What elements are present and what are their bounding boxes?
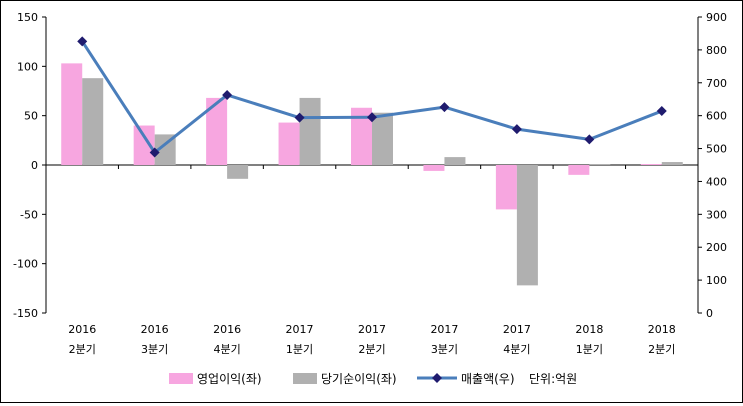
revenue-point: [77, 36, 88, 47]
legend: 영업이익(좌) 당기순이익(좌) 매출액(우) 단위:억원: [169, 372, 577, 386]
legend-label-operating-profit: 영업이익(좌): [197, 372, 262, 386]
category-quarter-label: 3분기: [141, 343, 168, 356]
category-year-label: 2017: [286, 323, 314, 336]
operating-profit-bar: [568, 165, 590, 175]
operating-profit-bar: [495, 165, 517, 210]
legend-swatch-net-income: [293, 373, 317, 384]
category-quarter-label: 4분기: [213, 343, 240, 356]
right-tick-label: 700: [706, 77, 727, 90]
left-tick-label: -50: [20, 208, 38, 221]
revenue-point: [656, 106, 667, 117]
bar-series: [61, 63, 683, 286]
revenue-point: [149, 147, 160, 158]
right-tick-label: 600: [706, 110, 727, 123]
category-year-label: 2017: [358, 323, 386, 336]
right-axis-ticks: 900 800 700 600 500 400 300 200 100 0: [698, 11, 727, 320]
category-quarter-label: 1분기: [286, 343, 313, 356]
category-year-label: 2018: [575, 323, 603, 336]
revenue-point: [511, 124, 522, 135]
legend-label-net-income: 당기순이익(좌): [321, 372, 397, 386]
revenue-point: [222, 89, 233, 100]
operating-profit-bar: [133, 125, 155, 165]
net-income-bar: [372, 112, 393, 165]
net-income-bar: [661, 162, 683, 165]
net-income-bar: [299, 97, 321, 165]
category-year-label: 2016: [141, 323, 169, 336]
category-quarter-label: 2분기: [648, 343, 675, 356]
net-income-bar: [82, 78, 104, 165]
net-income-bar: [516, 165, 538, 286]
left-tick-label: -150: [13, 307, 38, 320]
legend-label-revenue: 매출액(우): [461, 372, 515, 386]
left-tick-label: -100: [13, 258, 38, 271]
operating-profit-bar: [423, 165, 445, 171]
left-tick-label: 0: [31, 159, 38, 172]
revenue-point: [439, 102, 450, 113]
line-series: [77, 36, 667, 158]
right-tick-label: 300: [706, 208, 727, 221]
legend-swatch-revenue-marker: [432, 373, 442, 383]
category-quarter-label: 4분기: [503, 343, 530, 356]
category-quarter-label: 2분기: [69, 343, 96, 356]
category-year-label: 2016: [213, 323, 241, 336]
category-quarter-label: 2분기: [358, 343, 385, 356]
right-tick-label: 900: [706, 11, 727, 24]
net-income-bar: [154, 134, 176, 165]
category-labels: 2016 2분기 2016 3분기 2016 4분기 2017 1분기 2017 2분기 2017 3…: [68, 323, 676, 356]
operating-profit-bar: [206, 97, 228, 165]
revenue-point: [584, 134, 595, 145]
operating-profit-bar: [278, 122, 300, 165]
legend-swatch-operating-profit: [169, 373, 193, 384]
left-tick-label: 50: [24, 110, 38, 123]
right-tick-label: 0: [706, 307, 713, 320]
right-tick-label: 400: [706, 175, 727, 188]
net-income-bar: [589, 164, 611, 165]
unit-note: 단위:억원: [529, 372, 577, 386]
revenue-point: [367, 112, 377, 123]
category-year-label: 2016: [68, 323, 96, 336]
net-income-bar: [444, 157, 466, 165]
operating-profit-bar: [61, 63, 83, 165]
operating-profit-bar: [640, 164, 662, 165]
category-year-label: 2017: [503, 323, 531, 336]
category-year-label: 2018: [648, 323, 676, 336]
category-quarter-label: 3분기: [431, 343, 458, 356]
category-year-label: 2017: [430, 323, 458, 336]
revenue-point: [294, 112, 305, 123]
right-tick-label: 500: [706, 143, 727, 156]
left-tick-label: 100: [17, 60, 38, 73]
right-tick-label: 800: [706, 44, 727, 57]
operating-profit-bar: [351, 107, 372, 165]
right-tick-label: 200: [706, 241, 727, 254]
left-axis-ticks: 150 100 50 0 -50 -100 -150: [13, 11, 46, 320]
left-tick-label: 150: [17, 11, 38, 24]
right-tick-label: 100: [706, 274, 727, 287]
net-income-bar: [227, 165, 249, 179]
category-quarter-label: 1분기: [576, 343, 603, 356]
